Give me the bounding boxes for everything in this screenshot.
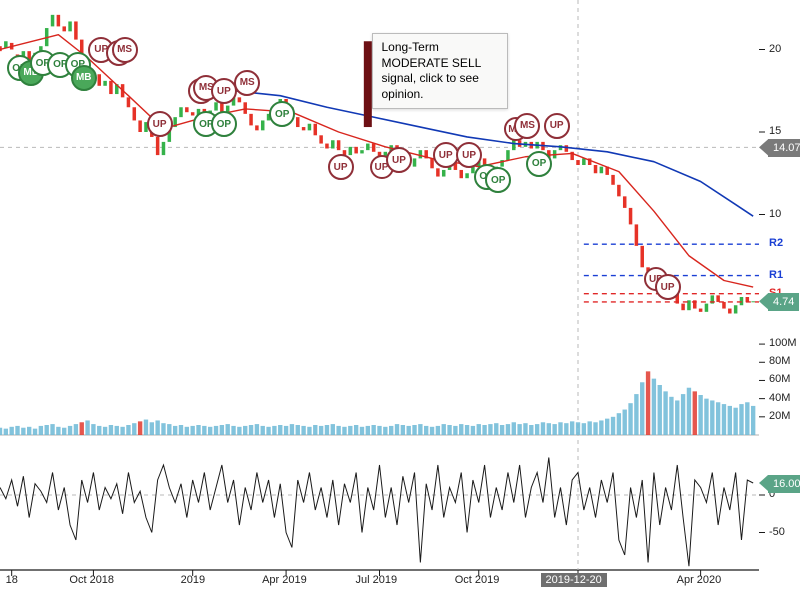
price-tag: 14.07 (768, 139, 800, 157)
resistance-label: R1 (769, 269, 783, 281)
signal-badge[interactable]: OP (526, 151, 552, 177)
signal-badge[interactable]: UP (433, 142, 459, 168)
x-tick-highlight: 2019-12-20 (541, 573, 607, 587)
signal-badge[interactable]: MS (234, 70, 260, 96)
signal-badge[interactable]: UP (328, 154, 354, 180)
price-axis-tick: 15 (769, 125, 781, 137)
signal-badge[interactable]: UP (655, 274, 681, 300)
signal-badge[interactable]: OP (211, 111, 237, 137)
signal-badge[interactable]: MS (112, 37, 138, 63)
signal-badge[interactable]: UP (544, 113, 570, 139)
signal-badge[interactable]: UP (211, 78, 237, 104)
price-axis-tick: 20 (769, 43, 781, 55)
price-axis-tick: 10 (769, 208, 781, 220)
signal-badge[interactable]: MB (71, 65, 97, 91)
signal-badge[interactable]: UP (147, 111, 173, 137)
price-tag: 4.74 (768, 293, 799, 311)
signal-tooltip[interactable]: Long-Term MODERATE SELL signal, click to… (372, 33, 508, 109)
resistance-label: R2 (769, 237, 783, 249)
stock-chart: 10152020M40M60M80M100M-50018Oct 20182019… (0, 0, 800, 600)
